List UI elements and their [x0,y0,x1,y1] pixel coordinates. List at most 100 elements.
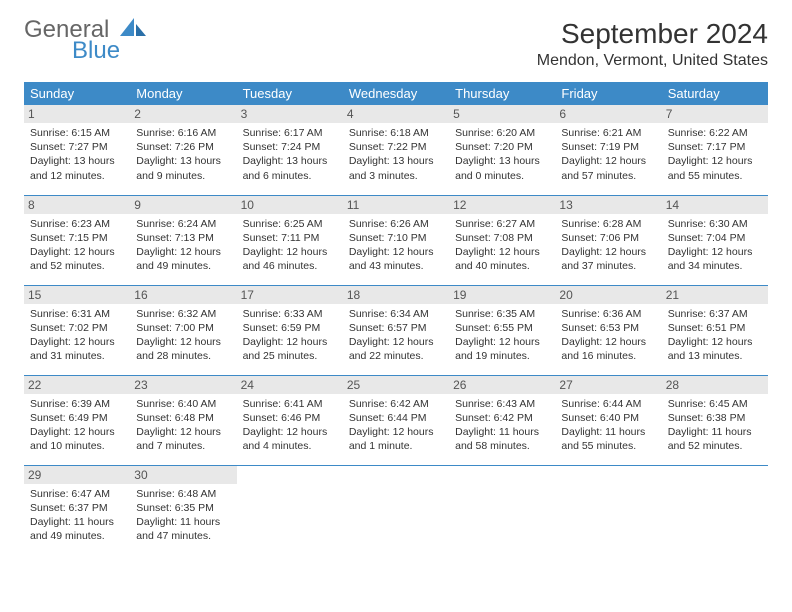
day-number: 18 [343,286,449,304]
day-header: Wednesday [343,82,449,105]
calendar-day-cell: 21Sunrise: 6:37 AMSunset: 6:51 PMDayligh… [662,285,768,375]
sunset-text: Sunset: 7:11 PM [243,231,337,245]
day-number: 1 [24,105,130,123]
calendar-week-row: 15Sunrise: 6:31 AMSunset: 7:02 PMDayligh… [24,285,768,375]
daylight-text: Daylight: 12 hours and 57 minutes. [561,154,655,182]
sunset-text: Sunset: 6:44 PM [349,411,443,425]
daylight-text: Daylight: 11 hours and 58 minutes. [455,425,549,453]
calendar-day-cell: 19 Sunrise: 6:35 AMSunset: 6:55 PMDayligh… [449,285,555,375]
day-number: 8 [24,196,130,214]
daylight-text: Daylight: 12 hours and 13 minutes. [668,335,762,363]
calendar-day-cell: 9Sunrise: 6:24 AMSunset: 7:13 PMDaylight… [130,195,236,285]
daylight-text: Daylight: 13 hours and 9 minutes. [136,154,230,182]
sunrise-text: Sunrise: 6:23 AM [30,217,124,231]
day-details: Sunrise: 6:33 AMSunset: 6:59 PMDaylight:… [243,307,337,364]
calendar-day-cell: 24Sunrise: 6:41 AMSunset: 6:46 PMDayligh… [237,375,343,465]
day-details: Sunrise: 6:18 AMSunset: 7:22 PMDaylight:… [349,126,443,183]
day-number: 14 [662,196,768,214]
calendar-day-cell: 23Sunrise: 6:40 AMSunset: 6:48 PMDayligh… [130,375,236,465]
day-number: 20 [555,286,661,304]
day-details: Sunrise: 6:15 AMSunset: 7:27 PMDaylight:… [30,126,124,183]
sunset-text: Sunset: 7:24 PM [243,140,337,154]
sunset-text: Sunset: 7:13 PM [136,231,230,245]
day-details: Sunrise: 6:16 AMSunset: 7:26 PMDaylight:… [136,126,230,183]
sunset-text: Sunset: 7:08 PM [455,231,549,245]
sunrise-text: Sunrise: 6:44 AM [561,397,655,411]
day-details: Sunrise: 6:31 AMSunset: 7:02 PMDaylight:… [30,307,124,364]
day-number: 23 [130,376,236,394]
sunrise-text: Sunrise: 6:26 AM [349,217,443,231]
day-details: Sunrise: 6:25 AMSunset: 7:11 PMDaylight:… [243,217,337,274]
sunrise-text: Sunrise: 6:18 AM [349,126,443,140]
sunset-text: Sunset: 7:06 PM [561,231,655,245]
day-number: 19 [449,286,555,304]
calendar-day-cell [662,465,768,555]
sunrise-text: Sunrise: 6:34 AM [349,307,443,321]
day-header: Thursday [449,82,555,105]
calendar-day-cell: 30 Sunrise: 6:48 AMSunset: 6:35 PMDayligh… [130,465,236,555]
sunrise-text: Sunrise: 6:36 AM [561,307,655,321]
calendar-day-cell: 20Sunrise: 6:36 AMSunset: 6:53 PMDayligh… [555,285,661,375]
day-details: Sunrise: 6:35 AMSunset: 6:55 PMDaylight:… [455,307,549,364]
day-number: 3 [237,105,343,123]
day-details: Sunrise: 6:30 AMSunset: 7:04 PMDaylight:… [668,217,762,274]
day-details: Sunrise: 6:48 AMSunset: 6:35 PMDaylight:… [136,487,230,544]
calendar-day-cell: 16Sunrise: 6:32 AMSunset: 7:00 PMDayligh… [130,285,236,375]
sunset-text: Sunset: 7:19 PM [561,140,655,154]
calendar-day-cell [449,465,555,555]
day-number: 25 [343,376,449,394]
sunrise-text: Sunrise: 6:37 AM [668,307,762,321]
sunrise-text: Sunrise: 6:39 AM [30,397,124,411]
day-details: Sunrise: 6:26 AMSunset: 7:10 PMDaylight:… [349,217,443,274]
calendar-week-row: 8Sunrise: 6:23 AMSunset: 7:15 PMDaylight… [24,195,768,285]
sunset-text: Sunset: 6:55 PM [455,321,549,335]
sunrise-text: Sunrise: 6:32 AM [136,307,230,321]
daylight-text: Daylight: 12 hours and 22 minutes. [349,335,443,363]
day-details: Sunrise: 6:37 AMSunset: 6:51 PMDaylight:… [668,307,762,364]
sunset-text: Sunset: 6:53 PM [561,321,655,335]
sunset-text: Sunset: 6:57 PM [349,321,443,335]
calendar-header-row: Sunday Monday Tuesday Wednesday Thursday… [24,82,768,105]
daylight-text: Daylight: 12 hours and 40 minutes. [455,245,549,273]
sunset-text: Sunset: 7:22 PM [349,140,443,154]
calendar-day-cell: 17 Sunrise: 6:33 AMSunset: 6:59 PMDayligh… [237,285,343,375]
day-number: 17 [237,286,343,304]
day-details: Sunrise: 6:24 AMSunset: 7:13 PMDaylight:… [136,217,230,274]
daylight-text: Daylight: 12 hours and 46 minutes. [243,245,337,273]
day-number: 30 [130,466,236,484]
sunset-text: Sunset: 7:17 PM [668,140,762,154]
sunset-text: Sunset: 6:59 PM [243,321,337,335]
sunrise-text: Sunrise: 6:24 AM [136,217,230,231]
daylight-text: Daylight: 12 hours and 19 minutes. [455,335,549,363]
calendar-day-cell: 4Sunrise: 6:18 AMSunset: 7:22 PMDaylight… [343,105,449,195]
calendar-day-cell: 10Sunrise: 6:25 AMSunset: 7:11 PMDayligh… [237,195,343,285]
sunset-text: Sunset: 6:37 PM [30,501,124,515]
sunrise-text: Sunrise: 6:35 AM [455,307,549,321]
sunset-text: Sunset: 7:26 PM [136,140,230,154]
day-number: 22 [24,376,130,394]
daylight-text: Daylight: 12 hours and 55 minutes. [668,154,762,182]
daylight-text: Daylight: 13 hours and 12 minutes. [30,154,124,182]
day-details: Sunrise: 6:20 AMSunset: 7:20 PMDaylight:… [455,126,549,183]
calendar-day-cell: 12Sunrise: 6:27 AMSunset: 7:08 PMDayligh… [449,195,555,285]
day-details: Sunrise: 6:47 AMSunset: 6:37 PMDaylight:… [30,487,124,544]
daylight-text: Daylight: 11 hours and 47 minutes. [136,515,230,543]
sunrise-text: Sunrise: 6:41 AM [243,397,337,411]
sunset-text: Sunset: 7:15 PM [30,231,124,245]
sunrise-text: Sunrise: 6:48 AM [136,487,230,501]
daylight-text: Daylight: 12 hours and 52 minutes. [30,245,124,273]
calendar-day-cell: 28Sunrise: 6:45 AMSunset: 6:38 PMDayligh… [662,375,768,465]
sunrise-text: Sunrise: 6:25 AM [243,217,337,231]
calendar-day-cell: 6Sunrise: 6:21 AMSunset: 7:19 PMDaylight… [555,105,661,195]
sunrise-text: Sunrise: 6:27 AM [455,217,549,231]
sunrise-text: Sunrise: 6:15 AM [30,126,124,140]
day-header: Friday [555,82,661,105]
sunrise-text: Sunrise: 6:43 AM [455,397,549,411]
day-number: 11 [343,196,449,214]
sunrise-text: Sunrise: 6:16 AM [136,126,230,140]
calendar-day-cell: 25Sunrise: 6:42 AMSunset: 6:44 PMDayligh… [343,375,449,465]
day-number: 29 [24,466,130,484]
calendar-table: Sunday Monday Tuesday Wednesday Thursday… [24,82,768,555]
sunrise-text: Sunrise: 6:21 AM [561,126,655,140]
daylight-text: Daylight: 12 hours and 7 minutes. [136,425,230,453]
